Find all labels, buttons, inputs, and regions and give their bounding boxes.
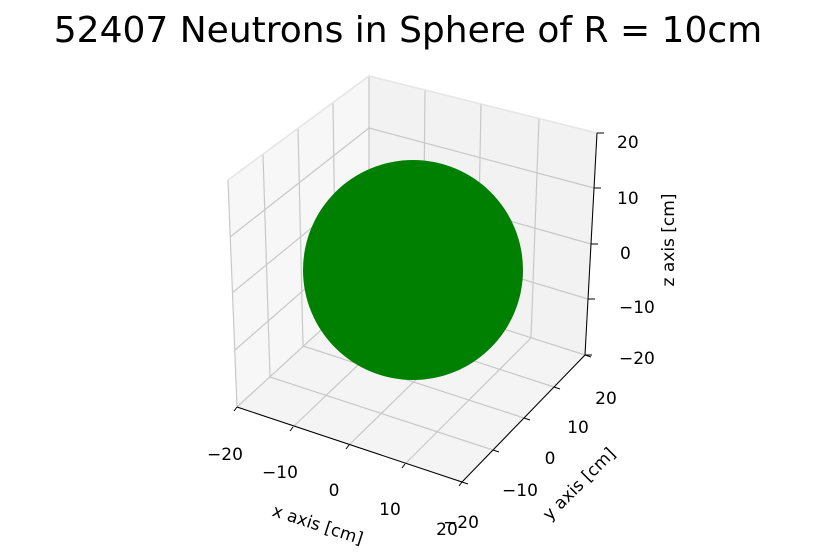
x-tick-label: 10	[379, 500, 401, 520]
x-axis-label: x axis [cm]	[270, 501, 366, 549]
z-tick-label: 0	[620, 244, 631, 264]
y-axis-line	[461, 354, 586, 483]
z-tick-label: 10	[617, 189, 639, 209]
x-tick-label: 0	[329, 481, 340, 501]
x-tick-label: −20	[207, 445, 243, 465]
x-axis-line	[236, 406, 463, 483]
z-tick-label: −10	[619, 298, 655, 318]
y-tick-label: 10	[567, 418, 589, 438]
z-axis-label: z axis [cm]	[659, 194, 679, 287]
z-tick-labels: −20 −10 0 10 20	[617, 133, 655, 369]
scatter-points	[303, 160, 523, 380]
tick-marks	[233, 132, 604, 487]
z-tick-label: 20	[617, 133, 639, 153]
y-tick-label: 20	[595, 389, 617, 409]
x-tick-labels: −20 −10 0 10 20	[207, 445, 458, 540]
x-tick-label: 20	[436, 520, 458, 540]
scatter-point-cloud	[303, 160, 523, 380]
y-tick-label: −20	[443, 513, 479, 533]
y-tick-labels: −20 −10 0 10 20	[443, 389, 617, 533]
pane-edges	[227, 75, 598, 181]
z-tick-label: −20	[619, 349, 655, 369]
chart-title: 52407 Neutrons in Sphere of R = 10cm	[53, 10, 763, 51]
y-tick-label: −10	[502, 481, 538, 501]
x-tick-label: −10	[262, 463, 298, 483]
y-tick-label: 0	[545, 449, 556, 469]
